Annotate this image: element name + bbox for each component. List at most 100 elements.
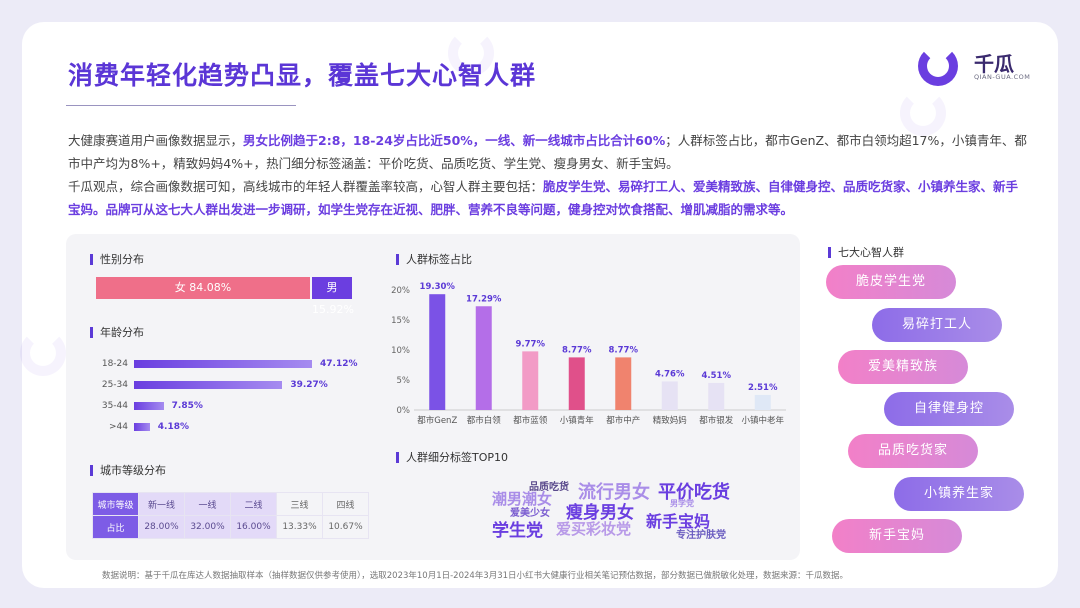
table-cell: 28.00% bbox=[138, 515, 185, 539]
bar-都市蓝领 bbox=[522, 351, 539, 410]
table-cell: 二线 bbox=[230, 492, 277, 516]
y-tick-label: 0% bbox=[397, 406, 411, 416]
age-bar bbox=[134, 402, 164, 410]
bar-value-label: 8.77% bbox=[609, 345, 639, 355]
gender-section-title: 性别分布 bbox=[90, 251, 144, 267]
wordcloud-word: 学生党 bbox=[492, 521, 543, 541]
y-tick-label: 10% bbox=[391, 346, 410, 356]
section-marker bbox=[90, 464, 93, 476]
age-bar bbox=[134, 381, 283, 389]
wordcloud-word: 新手宝妈 bbox=[646, 512, 711, 531]
age-label: 35-44 bbox=[101, 401, 128, 411]
logo-text: 千瓜 bbox=[974, 52, 1014, 76]
x-tick-label: 精致妈妈 bbox=[653, 415, 687, 426]
y-tick-label: 15% bbox=[391, 316, 410, 326]
x-tick-label: 小镇青年 bbox=[560, 415, 595, 426]
wordcloud-word: 品质吃货 bbox=[529, 482, 569, 493]
table-header-cell: 占比 bbox=[92, 515, 139, 539]
x-tick-label: 都市白领 bbox=[467, 415, 502, 426]
bar-都市白领 bbox=[475, 306, 492, 410]
segment-pill: 爱美精致族 bbox=[838, 350, 968, 384]
bar-都市GenZ bbox=[429, 294, 446, 410]
tag-wordcloud: 品质吃货 流行男女 平价吃货 潮男潮女 爱美少女 瘦身男女 男学党 新手宝妈 学… bbox=[470, 470, 790, 550]
table-cell: 16.00% bbox=[230, 515, 277, 539]
wordcloud-word: 流行男女 bbox=[578, 482, 650, 503]
age-label: >44 bbox=[109, 422, 128, 432]
para-highlight: 脆皮学生党、易碎打工人、爱美精致族、自律健身控、品质吃货家、小镇养生家、新手宝妈… bbox=[68, 179, 1019, 217]
para-text: 千瓜观点，综合画像数据可知，高线城市的年轻人群覆盖率较高，心智人群主要包括： bbox=[68, 179, 544, 194]
bar-value-label: 9.77% bbox=[516, 339, 546, 349]
data-footnote: 数据说明：基于千瓜在库达人数据抽取样本（抽样数据仅供参考使用），选取2023年1… bbox=[102, 571, 849, 581]
section-marker bbox=[90, 253, 93, 265]
table-cell: 新一线 bbox=[138, 492, 185, 516]
x-tick-label: 都市中产 bbox=[606, 415, 640, 426]
table-cell: 四线 bbox=[322, 492, 369, 516]
age-label: 18-24 bbox=[101, 359, 128, 369]
x-tick-label: 都市蓝领 bbox=[513, 415, 548, 426]
para-text: ；人群标签占比，都市GenZ、都市白领均超17%，小镇青年、都市中产均为8%+，… bbox=[68, 133, 1027, 171]
segment-pill: 新手宝妈 bbox=[832, 519, 962, 553]
section-marker bbox=[828, 246, 831, 258]
bar-小镇青年 bbox=[568, 357, 585, 410]
bar-value-label: 4.76% bbox=[655, 369, 685, 379]
bar-都市银发 bbox=[708, 382, 725, 410]
page-title: 消费年轻化趋势凸显，覆盖七大心智人群 bbox=[68, 61, 537, 90]
wordcloud-word: 爱买彩妆党 bbox=[556, 520, 632, 538]
bar-value-label: 8.77% bbox=[562, 345, 592, 355]
section-marker bbox=[90, 326, 93, 338]
title-divider bbox=[66, 105, 296, 106]
x-tick-label: 小镇中老年 bbox=[741, 415, 784, 426]
age-section-title: 年龄分布 bbox=[90, 324, 144, 340]
bar-value-label: 2.51% bbox=[748, 383, 778, 393]
age-bar bbox=[134, 423, 150, 431]
bar-value-label: 4.51% bbox=[702, 371, 732, 381]
section-marker bbox=[396, 451, 399, 463]
crowd-chart-title-text: 人群标签占比 bbox=[406, 253, 472, 266]
age-value-label: 7.85% bbox=[171, 401, 203, 411]
bar-都市中产 bbox=[615, 357, 632, 410]
table-row: 占比 28.00% 32.00% 16.00% 13.33% 10.67% bbox=[92, 515, 369, 539]
para-highlight: 男女比例趋于2:8，18-24岁占比近50%，一线、新一线城市占比合计60% bbox=[243, 133, 666, 148]
age-value-label: 39.27% bbox=[290, 380, 328, 390]
logo-subtext: QIAN-GUA.COM bbox=[974, 73, 1031, 81]
brand-logo: 千瓜 QIAN-GUA.COM bbox=[918, 46, 1038, 86]
wordcloud-word: 爱美少女 bbox=[510, 508, 550, 519]
table-cell: 13.33% bbox=[276, 515, 323, 539]
y-tick-label: 5% bbox=[397, 376, 411, 386]
wordcloud-word: 专注护肤党 bbox=[676, 530, 726, 541]
x-tick-label: 都市GenZ bbox=[417, 415, 457, 426]
segment-pill: 品质吃货家 bbox=[848, 434, 978, 468]
table-cell: 三线 bbox=[276, 492, 323, 516]
x-tick-label: 都市银发 bbox=[699, 415, 734, 426]
crowd-tag-bar-chart: 0% 5% 10% 15% 20% 19.30% 都市GenZ 17.29% 都市白领 9.77%… bbox=[391, 282, 786, 426]
wordcloud-word: 瘦身男女 bbox=[566, 503, 634, 523]
age-title-text: 年龄分布 bbox=[100, 326, 144, 339]
wordcloud-word: 潮男潮女 bbox=[492, 490, 553, 508]
bar-小镇中老年 bbox=[754, 394, 771, 410]
table-header-cell: 城市等级 bbox=[92, 492, 139, 516]
bar-value-label: 19.30% bbox=[420, 282, 456, 292]
age-label: 25-34 bbox=[101, 380, 128, 390]
segment-pill: 脆皮学生党 bbox=[826, 265, 956, 299]
wordcloud-word: 平价吃货 bbox=[658, 482, 730, 503]
table-cell: 10.67% bbox=[322, 515, 369, 539]
segment-pill: 自律健身控 bbox=[884, 392, 1014, 426]
bar-value-label: 17.29% bbox=[466, 294, 502, 304]
age-value-label: 47.12% bbox=[320, 359, 358, 369]
table-cell: 一线 bbox=[184, 492, 231, 516]
segments-title: 七大心智人群 bbox=[828, 244, 904, 260]
segment-pill: 小镇养生家 bbox=[894, 477, 1024, 511]
logo-mark-icon bbox=[918, 46, 958, 86]
crowd-chart-title: 人群标签占比 bbox=[396, 251, 472, 267]
wordcloud-title: 人群细分标签TOP10 bbox=[396, 449, 508, 465]
segments-title-text: 七大心智人群 bbox=[838, 246, 904, 259]
age-value-label: 4.18% bbox=[157, 422, 190, 432]
section-marker bbox=[396, 253, 399, 265]
city-section-title: 城市等级分布 bbox=[90, 462, 166, 478]
y-tick-label: 20% bbox=[391, 286, 410, 296]
bar-精致妈妈 bbox=[661, 381, 678, 410]
gender-title-text: 性别分布 bbox=[100, 253, 144, 266]
wordcloud-title-text: 人群细分标签TOP10 bbox=[406, 451, 509, 464]
gender-female-bar: 女 84.08% bbox=[96, 277, 310, 299]
age-bar bbox=[134, 360, 312, 368]
